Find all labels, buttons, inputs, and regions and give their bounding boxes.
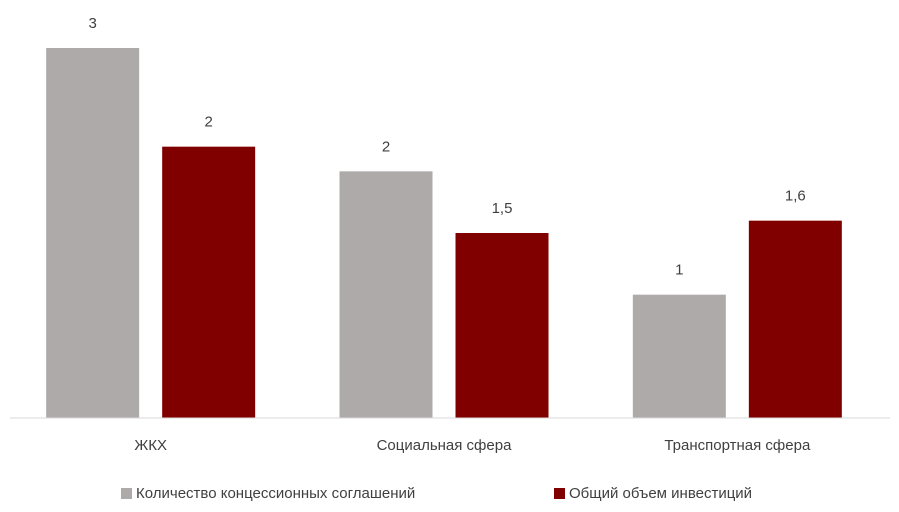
x-tick-label: Социальная сфера xyxy=(377,437,512,454)
bar xyxy=(162,146,256,418)
bar xyxy=(632,294,726,418)
legend-swatch xyxy=(121,488,132,499)
bar xyxy=(455,233,549,418)
data-label: 2 xyxy=(204,114,212,131)
bar xyxy=(748,220,842,418)
data-label: 1,6 xyxy=(785,188,806,205)
data-label: 3 xyxy=(88,15,96,32)
legend-label: Количество концессионных соглашений xyxy=(136,485,415,502)
bar xyxy=(46,48,140,418)
data-label: 2 xyxy=(382,138,390,155)
x-tick-label: ЖКХ xyxy=(134,437,167,454)
legend-label: Общий объем инвестиций xyxy=(569,485,752,502)
data-label: 1,5 xyxy=(492,200,513,217)
data-label: 1 xyxy=(675,262,683,279)
legend-swatch xyxy=(554,488,565,499)
x-tick-label: Транспортная сфера xyxy=(664,437,811,454)
bar xyxy=(339,171,433,418)
